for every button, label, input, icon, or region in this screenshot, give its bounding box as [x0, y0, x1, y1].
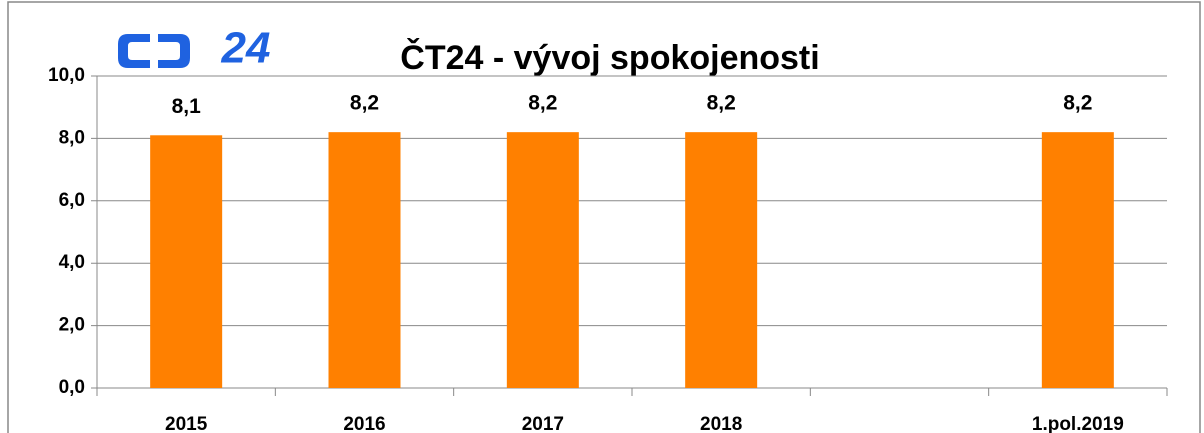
value-label: 8,2 — [350, 92, 379, 115]
logo-shape — [118, 34, 150, 68]
x-tick-label: 2016 — [343, 414, 385, 433]
bar — [150, 135, 223, 388]
logo-text: 24 — [221, 24, 271, 73]
y-tick-label: 6,0 — [59, 190, 85, 211]
x-tick-label: 2015 — [165, 414, 208, 433]
bar — [506, 132, 579, 388]
logo-shape — [158, 34, 190, 68]
y-tick-label: 2,0 — [59, 315, 85, 336]
value-label: 8,2 — [528, 92, 557, 115]
y-tick-label: 4,0 — [59, 252, 85, 273]
value-label: 8,1 — [172, 95, 202, 118]
value-label: 8,2 — [707, 92, 736, 115]
chart-title: ČT24 - vývoj spokojenosti — [400, 38, 819, 77]
y-tick-label: 8,0 — [59, 127, 85, 148]
y-tick-label: 0,0 — [59, 377, 85, 398]
x-tick-label: 2018 — [700, 414, 742, 433]
bar — [685, 132, 758, 388]
y-tick-label: 10,0 — [48, 65, 85, 86]
x-tick-label: 1.pol.2019 — [1032, 414, 1124, 433]
logo: 24 — [118, 24, 270, 73]
bar — [1041, 132, 1114, 388]
x-tick-label: 2017 — [522, 414, 564, 433]
value-label: 8,2 — [1063, 92, 1092, 115]
bar — [328, 132, 401, 388]
